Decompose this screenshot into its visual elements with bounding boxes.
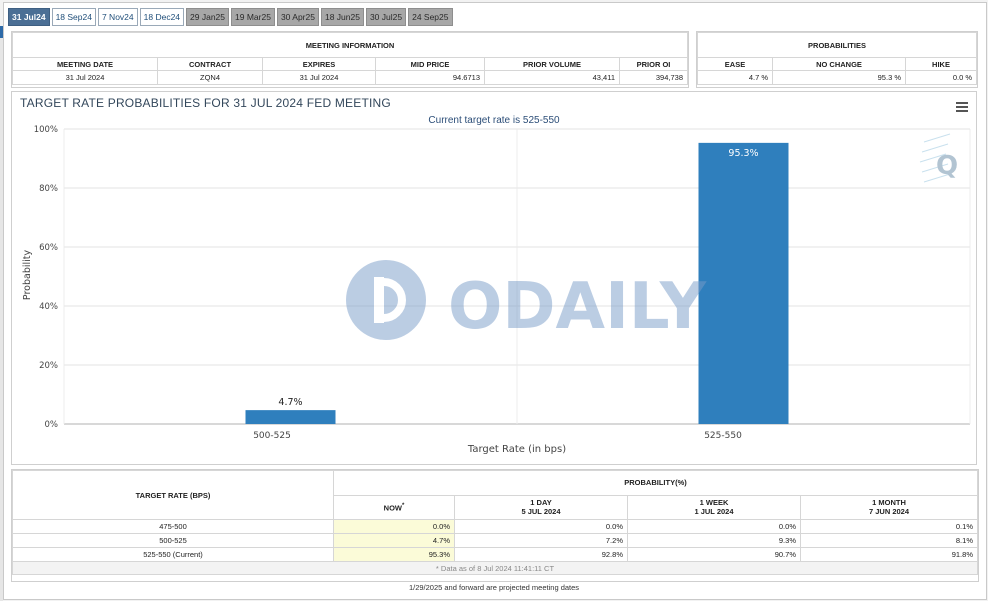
y-tick-label: 40% [39, 302, 58, 312]
now-cell: 4.7% [333, 533, 455, 548]
col-meeting-date: MEETING DATE [12, 57, 158, 71]
month-cell: 91.8% [800, 547, 978, 562]
rate-cell: 525-550 (Current) [12, 547, 334, 562]
meeting-info-title: MEETING INFORMATION [12, 32, 688, 58]
bar-525-550 [698, 142, 789, 425]
tab-18-jun25[interactable]: 18 Jun25 [320, 8, 364, 26]
tab-31-jul24[interactable]: 31 Jul24 [8, 8, 50, 26]
tab-19-mar25[interactable]: 19 Mar25 [231, 8, 275, 26]
month-cell: 0.1% [800, 519, 978, 534]
watermark-text: ODAILY [448, 270, 707, 344]
projected-dates-note: 1/29/2025 and forward are projected meet… [408, 583, 580, 592]
data-timestamp-note: * Data as of 8 Jul 2024 11:41:11 CT [12, 561, 978, 575]
ease-value: 4.7 % [697, 70, 773, 85]
week-cell: 90.7% [627, 547, 801, 562]
left-edge-marker [0, 26, 3, 38]
week-cell: 0.0% [627, 519, 801, 534]
expires-value: 31 Jul 2024 [262, 70, 376, 85]
col-hike: HIKE [905, 57, 977, 71]
col-no-change: NO CHANGE [772, 57, 906, 71]
tab-7-nov24[interactable]: 7 Nov24 [97, 8, 138, 26]
tab-30-jul25[interactable]: 30 Jul25 [365, 8, 407, 26]
rate-cell: 500-525 [12, 533, 334, 548]
now-cell: 95.3% [333, 547, 455, 562]
day-cell: 7.2% [454, 533, 628, 548]
hike-value: 0.0 % [905, 70, 977, 85]
chart-menu-icon[interactable] [956, 102, 968, 114]
col-prior-oi: PRIOR OI [619, 57, 688, 71]
watermark: ODAILY [346, 260, 707, 344]
bar-data-label: 4.7% [278, 397, 302, 408]
chart-subtitle: Current target rate is 525-550 [428, 115, 560, 126]
tab-24-sep25[interactable]: 24 Sep25 [408, 8, 453, 26]
col-1-month: 1 MONTH 7 JUN 2024 [800, 494, 978, 520]
y-tick-label: 80% [39, 184, 58, 194]
month-cell: 8.1% [800, 533, 978, 548]
y-tick-label: 20% [39, 361, 58, 371]
week-cell: 9.3% [627, 533, 801, 548]
x-axis-label: Target Rate (in bps) [467, 444, 566, 455]
y-axis-label: Probability [22, 250, 33, 301]
prior-volume-value: 43,411 [484, 70, 620, 85]
rate-cell: 475-500 [12, 519, 334, 534]
chart-title: TARGET RATE PROBABILITIES FOR 31 JUL 202… [20, 96, 391, 110]
bar-data-label: 95.3% [728, 148, 758, 159]
col-prior-volume: PRIOR VOLUME [484, 57, 620, 71]
meeting-info-panel: MEETING INFORMATION MEETING DATE CONTRAC… [11, 31, 689, 88]
probabilities-title: PROBABILITIES [697, 32, 977, 58]
table-row: 475-500 0.0% 0.0% 0.0% 0.1% [12, 519, 978, 534]
mid-price-value: 94.6713 [375, 70, 485, 85]
probability-history-panel: TARGET RATE (BPS) PROBABILITY(%) NOW* 1 … [11, 469, 979, 582]
contract-value: ZQN4 [157, 70, 263, 85]
probability-header: PROBABILITY(%) [333, 470, 978, 496]
table-row: 500-525 4.7% 7.2% 9.3% 8.1% [12, 533, 978, 548]
q-logo-letter: Q [936, 151, 958, 181]
day-cell: 0.0% [454, 519, 628, 534]
tab-18-sep24[interactable]: 18 Sep24 [51, 8, 96, 26]
prior-oi-value: 394,738 [619, 70, 688, 85]
col-contract: CONTRACT [157, 57, 263, 71]
now-cell: 0.0% [333, 519, 455, 534]
y-tick-label: 0% [45, 420, 59, 430]
tab-18-dec24[interactable]: 18 Dec24 [139, 8, 185, 26]
meeting-date-value: 31 Jul 2024 [12, 70, 158, 85]
day-cell: 92.8% [454, 547, 628, 562]
col-1-week: 1 WEEK 1 JUL 2024 [627, 494, 801, 520]
col-expires: EXPIRES [262, 57, 376, 71]
target-rate-header: TARGET RATE (BPS) [12, 470, 334, 520]
no-change-value: 95.3 % [772, 70, 906, 85]
y-tick-label: 60% [39, 243, 58, 253]
probabilities-panel: PROBABILITIES EASE NO CHANGE HIKE 4.7 % … [696, 31, 978, 88]
watermark-logo-icon [346, 260, 426, 340]
tab-29-jan25[interactable]: 29 Jan25 [186, 8, 230, 26]
x-tick-label-1: 525-550 [704, 431, 742, 441]
bar-500-525 [245, 410, 336, 424]
chart-svg: 0% 20% 40% 60% 80% 100% 4.7% 95.3% ODAILY Q 500… [22, 125, 971, 455]
x-tick-label-0: 500-525 [253, 431, 291, 441]
col-mid-price: MID PRICE [375, 57, 485, 71]
col-now: NOW* [333, 494, 455, 520]
tab-30-apr25[interactable]: 30 Apr25 [276, 8, 319, 26]
left-edge [0, 26, 3, 601]
col-1-day: 1 DAY 5 JUL 2024 [454, 494, 628, 520]
probability-chart: TARGET RATE PROBABILITIES FOR 31 JUL 202… [11, 91, 977, 465]
col-ease: EASE [697, 57, 773, 71]
meeting-tabs: 31 Jul24 18 Sep24 7 Nov24 18 Dec24 29 Jan25 1… [8, 8, 453, 26]
y-tick-label: 100% [34, 125, 58, 135]
table-row: 525-550 (Current) 95.3% 92.8% 90.7% 91.8… [12, 547, 978, 562]
q-logo-icon: Q [919, 133, 958, 183]
